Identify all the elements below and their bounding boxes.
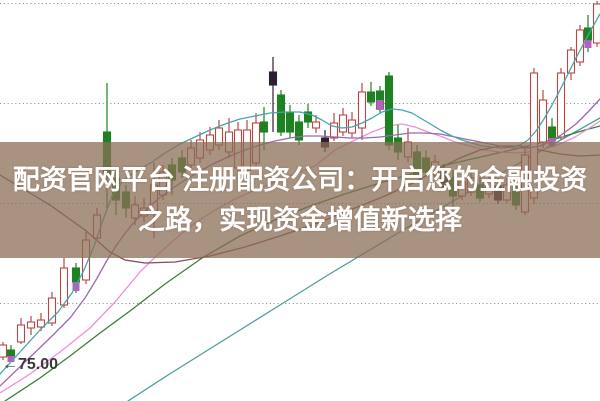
caption-line-2: 之路，实现资金增值新选择: [138, 205, 462, 235]
price-axis-label: ←75.00: [2, 356, 59, 373]
caption-line-1: 配资官网平台 注册配资公司：开启您的金融投资: [12, 165, 588, 195]
caption-band: 配资官网平台 注册配资公司：开启您的金融投资 之路，实现资金增值新选择: [0, 142, 600, 258]
